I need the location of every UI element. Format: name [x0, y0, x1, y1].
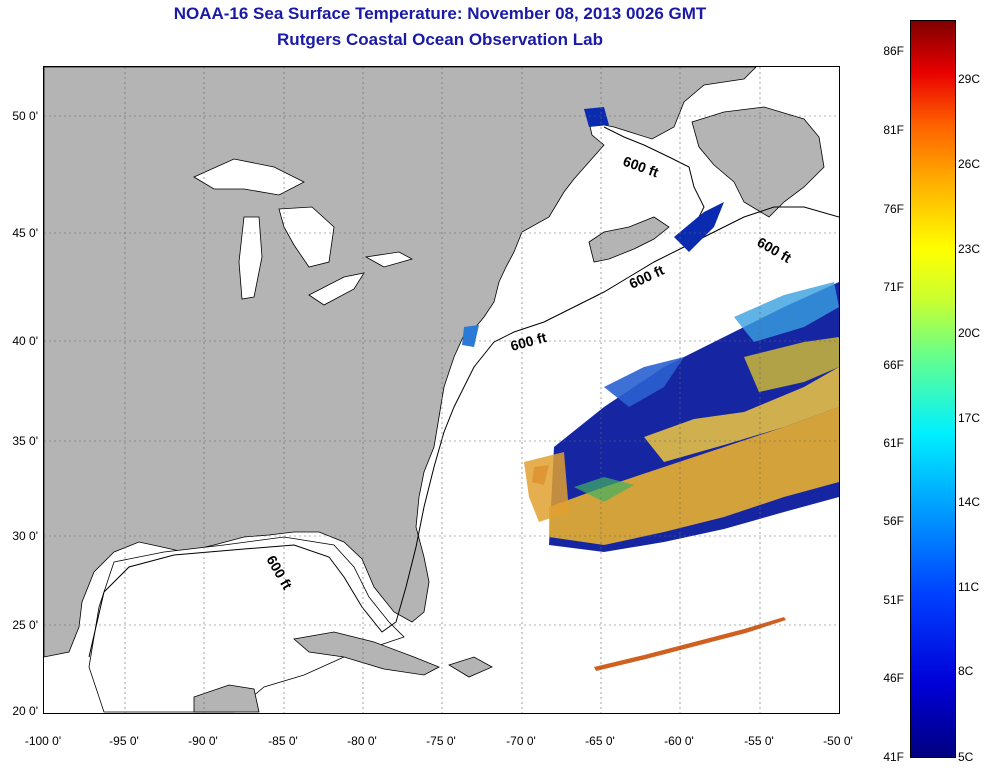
lon-label-80: -80 0' — [347, 734, 377, 748]
lon-label-50: -50 0' — [823, 734, 853, 748]
c-label-20: 20C — [958, 326, 981, 340]
lat-label-50: 50 0' — [12, 109, 38, 123]
c-label-8: 8C — [958, 664, 974, 678]
lat-label-20: 20 0' — [12, 704, 38, 718]
lon-label-90: -90 0' — [188, 734, 218, 748]
lon-label-95: -95 0' — [109, 734, 139, 748]
depth-label-1: 600 ft — [621, 153, 661, 181]
map-canvas: 600 ft 600 ft 600 ft 600 ft 600 ft — [44, 67, 839, 713]
lon-label-85: -85 0' — [268, 734, 298, 748]
c-label-14: 14C — [958, 495, 981, 509]
f-label-71: 71F — [883, 280, 904, 294]
lon-label-100: -100 0' — [24, 734, 62, 748]
lon-label-70: -70 0' — [506, 734, 536, 748]
lat-label-25: 25 0' — [12, 618, 38, 632]
yucatan-land — [193, 684, 260, 713]
f-label-56: 56F — [883, 514, 904, 528]
lon-label-60: -60 0' — [664, 734, 694, 748]
f-label-61: 61F — [883, 436, 904, 450]
lat-label-30: 30 0' — [12, 529, 38, 543]
f-label-51: 51F — [883, 593, 904, 607]
f-label-76: 76F — [883, 202, 904, 216]
f-label-46: 46F — [883, 671, 904, 685]
depth-label-2: 600 ft — [755, 234, 795, 266]
map-title: NOAA-16 Sea Surface Temperature: Novembe… — [173, 4, 707, 23]
depth-label-4: 600 ft — [509, 329, 549, 354]
lon-label-55: -55 0' — [744, 734, 774, 748]
lat-label-40: 40 0' — [12, 334, 38, 348]
c-label-23: 23C — [958, 242, 981, 256]
c-label-26: 26C — [958, 157, 981, 171]
gulf-of-mexico — [88, 536, 405, 713]
lon-label-75: -75 0' — [426, 734, 456, 748]
lon-label-65: -65 0' — [585, 734, 615, 748]
lake-erie — [308, 272, 365, 306]
cuba-land — [293, 631, 440, 676]
c-label-17: 17C — [958, 411, 981, 425]
f-label-41: 41F — [883, 750, 904, 764]
lake-ontario — [364, 251, 414, 268]
f-label-86: 86F — [883, 44, 904, 58]
lake-huron — [278, 206, 335, 268]
map-panel[interactable]: 600 ft 600 ft 600 ft 600 ft 600 ft — [43, 66, 840, 714]
hispaniola-land — [448, 656, 493, 678]
lat-label-35: 35 0' — [12, 434, 38, 448]
lat-label-45: 45 0' — [12, 226, 38, 240]
temperature-colorbar — [910, 20, 956, 758]
c-label-11: 11C — [958, 580, 980, 594]
nova-scotia-land — [588, 216, 670, 263]
lake-michigan — [238, 216, 263, 300]
c-label-29: 29C — [958, 72, 981, 86]
c-label-5: 5C — [958, 750, 974, 764]
newfoundland-land — [691, 106, 825, 218]
f-label-66: 66F — [883, 358, 904, 372]
lake-superior — [193, 158, 305, 196]
map-subtitle: Rutgers Coastal Ocean Observation Lab — [277, 30, 603, 49]
f-label-81: 81F — [883, 123, 904, 137]
